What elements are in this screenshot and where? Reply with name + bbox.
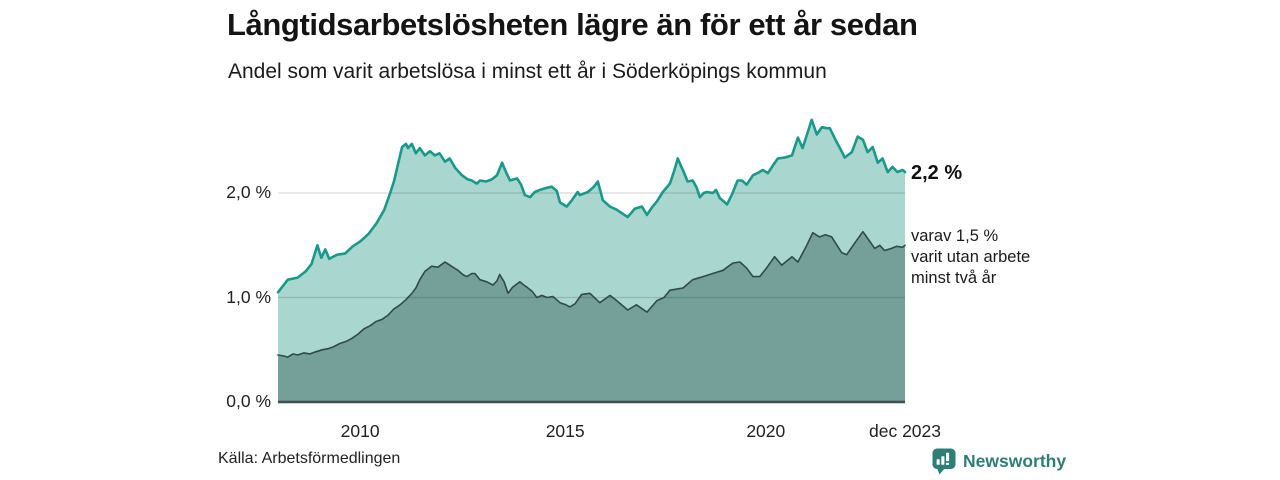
y-tick-label: 0,0 % [226,391,271,411]
source-label: Källa: Arbetsförmedlingen [218,450,401,467]
bar-chart-speech-bubble-icon [932,448,956,475]
page-title: Långtidsarbetslösheten lägre än för ett … [227,7,918,42]
page-subtitle: Andel som varit arbetslösa i minst ett å… [228,60,827,83]
area-two-years [278,231,905,402]
two-years-annotation-line: varit utan arbete [911,248,1031,266]
line-two-years [277,230,906,358]
total-value-annotation: 2,2 % [911,162,963,184]
x-tick-label: 2015 [545,421,585,441]
newsworthy-logo[interactable]: Newsworthy [932,448,1066,475]
y-tick-label: 2,0 % [226,182,271,202]
two-years-annotation: varav 1,5 % varit utan arbete minst två … [911,226,1030,289]
newsworthy-wordmark: Newsworthy [963,451,1067,471]
x-tick-label: 2020 [746,421,786,441]
two-years-annotation-line: varav 1,5 % [911,227,999,245]
y-tick-label: 1,0 % [226,286,271,307]
x-tick-label: 2010 [340,421,380,441]
chart-plot [276,118,907,404]
two-years-annotation-line: minst två år [911,269,997,287]
x-tick-label: dec 2023 [868,421,942,441]
line-total [276,118,907,294]
